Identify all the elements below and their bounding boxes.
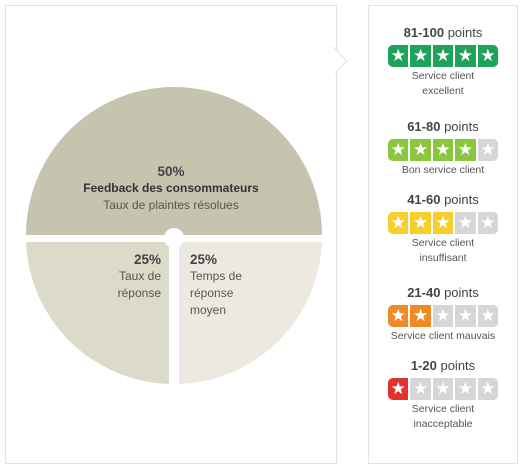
- star-icon: ★: [477, 139, 498, 161]
- segment-bottom-left-percent: 25%: [133, 252, 161, 267]
- tier-label-1: Service client: [411, 403, 475, 415]
- star-icon: ★: [477, 305, 498, 327]
- star-icon: ★: [388, 305, 411, 327]
- star-icon: ★: [410, 305, 433, 327]
- tier-label-2: excellent: [422, 85, 464, 97]
- star-icon: ★: [388, 378, 411, 400]
- tier-unit: points: [447, 25, 483, 40]
- star-icon: ★: [477, 45, 498, 67]
- tier-range: 21-40: [407, 285, 441, 300]
- tier-5: 1-20 points ★ ★ ★ ★ ★ Service client inaccep…: [369, 357, 517, 432]
- tier-2: 61-80 points ★ ★ ★ ★ ★ Bon service client: [369, 118, 517, 178]
- star-rating-bar: ★ ★ ★ ★ ★: [388, 212, 498, 234]
- tier-label-1: Service client: [411, 70, 475, 82]
- star-icon: ★: [432, 45, 456, 67]
- star-icon: ★: [477, 212, 498, 234]
- tier-label-2: insuffisant: [419, 252, 467, 264]
- star-icon: ★: [388, 139, 411, 161]
- segment-top-subtitle: Taux de plaintes résolues: [103, 198, 239, 212]
- star-icon: ★: [410, 378, 433, 400]
- segment-top-text: 50% Feedback des consommateurs Taux de p…: [6, 163, 336, 214]
- star-icon: ★: [432, 212, 456, 234]
- segment-bottom-left-label-1: Taux de: [118, 269, 161, 283]
- segment-response-rate: [26, 242, 169, 384]
- segment-response-time: [179, 242, 322, 384]
- tier-label-2: inacceptable: [413, 418, 473, 430]
- star-icon: ★: [455, 212, 478, 234]
- segment-consumer-feedback: [26, 87, 322, 235]
- segment-bottom-right-label-3: moyen: [190, 303, 227, 317]
- star-icon: ★: [432, 305, 456, 327]
- star-icon: ★: [455, 378, 478, 400]
- rating-scale-card: 81-100 points ★ ★ ★ ★ ★ Service client excel…: [368, 5, 518, 464]
- segment-top-percent: 50%: [157, 164, 185, 179]
- tier-range: 81-100: [403, 25, 445, 40]
- tier-unit: points: [440, 358, 476, 373]
- segment-bottom-right-label-2: réponse: [190, 286, 234, 300]
- star-rating-bar: ★ ★ ★ ★ ★: [388, 45, 498, 67]
- star-icon: ★: [455, 45, 478, 67]
- tier-range: 1-20: [410, 358, 437, 373]
- tier-1: 81-100 points ★ ★ ★ ★ ★ Service client excel…: [369, 24, 517, 99]
- callout-pointer: [331, 47, 353, 73]
- tier-label-1: Service client mauvais: [390, 330, 496, 342]
- tier-unit: points: [444, 192, 479, 207]
- tier-label-1: Service client: [411, 237, 475, 249]
- score-breakdown-diagram: [26, 87, 322, 384]
- segment-bottom-left-label-2: réponse: [117, 286, 161, 300]
- star-icon: ★: [455, 139, 478, 161]
- score-breakdown-card: 50% Feedback des consommateurs Taux de p…: [5, 5, 337, 464]
- star-rating-bar: ★ ★ ★ ★ ★: [388, 139, 498, 161]
- star-icon: ★: [477, 378, 498, 400]
- star-icon: ★: [455, 305, 478, 327]
- tier-range: 61-80: [407, 119, 441, 134]
- star-rating-bar: ★ ★ ★ ★ ★: [388, 378, 498, 400]
- center-dot: [164, 228, 184, 248]
- star-icon: ★: [410, 45, 433, 67]
- tier-label-1: Bon service client: [401, 164, 485, 176]
- tier-range: 41-60: [407, 192, 441, 207]
- segment-bottom-right-text: 25% Temps de réponse moyen: [190, 251, 300, 319]
- star-icon: ★: [432, 378, 456, 400]
- tier-unit: points: [444, 119, 479, 134]
- segment-top-title: Feedback des consommateurs: [83, 181, 259, 195]
- segment-bottom-right-percent: 25%: [190, 252, 218, 267]
- star-icon: ★: [388, 45, 411, 67]
- tier-4: 21-40 points ★ ★ ★ ★ ★ Service client mauvai…: [369, 284, 517, 344]
- tier-3: 41-60 points ★ ★ ★ ★ ★ Service client insuff…: [369, 191, 517, 266]
- star-icon: ★: [410, 212, 433, 234]
- star-icon: ★: [410, 139, 433, 161]
- star-icon: ★: [432, 139, 456, 161]
- segment-bottom-right-label-1: Temps de: [190, 269, 243, 283]
- tier-unit: points: [444, 285, 479, 300]
- star-rating-bar: ★ ★ ★ ★ ★: [388, 305, 498, 327]
- star-icon: ★: [388, 212, 411, 234]
- segment-bottom-left-text: 25% Taux de réponse: [101, 251, 161, 302]
